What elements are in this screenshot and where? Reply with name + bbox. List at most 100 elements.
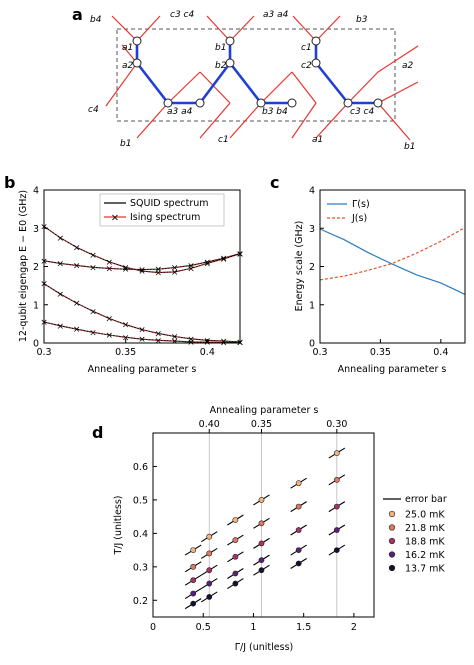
plot-frame-c xyxy=(319,189,466,344)
data-point xyxy=(333,503,340,510)
data-point xyxy=(258,520,265,527)
ising-marker: × xyxy=(220,337,228,347)
label-a2: a2 xyxy=(122,61,134,71)
gamma-line xyxy=(319,228,466,295)
data-point xyxy=(232,570,239,577)
legend-gamma: Γ(s) xyxy=(352,199,370,210)
data-point xyxy=(190,600,197,607)
legend-d: error bar 25.0 mK 21.8 mK 18.8 mK 16.2 mK 13… xyxy=(383,494,447,574)
data-point xyxy=(206,594,213,600)
ising-marker: × xyxy=(187,261,195,271)
ytick-label-d: 0.2 xyxy=(133,596,148,607)
coupler-lines xyxy=(105,15,419,141)
ytick-label-c: 1 xyxy=(309,300,315,311)
top-xtick-label-d: 0.30 xyxy=(326,419,347,430)
node-c4 xyxy=(373,98,383,108)
xtick-label-b: 0.3 xyxy=(36,347,51,358)
ising-line-4 xyxy=(43,225,241,274)
ising-marker: × xyxy=(155,336,163,346)
ytick-label-c: 2 xyxy=(309,262,315,273)
chart-energy-scale: 0.3 0.35 0.4 0 1 2 3 4 Annealing parameter s En… xyxy=(294,186,466,375)
ytick-label-b: 4 xyxy=(33,186,39,197)
chain-lines xyxy=(135,41,378,105)
legend-temp-2: 18.8 mK xyxy=(405,536,445,547)
xtick-label-d: 1 xyxy=(250,622,256,633)
node-a3 xyxy=(163,98,173,108)
data-point xyxy=(206,567,213,574)
ising-marker: × xyxy=(171,332,179,342)
legend-marker-2 xyxy=(388,537,396,545)
label-a3a4: a3 a4 xyxy=(167,107,193,117)
ising-marker: × xyxy=(73,261,81,271)
ytick-label-c: 3 xyxy=(309,224,315,235)
ising-marker: × xyxy=(138,267,146,277)
ising-marker: × xyxy=(106,315,114,325)
ytick-label-d: 0.6 xyxy=(133,462,148,473)
legend-j: J(s) xyxy=(351,213,367,224)
data-point xyxy=(190,547,197,553)
edge-label-a1: a1 xyxy=(312,135,323,145)
ising-line-3 xyxy=(43,253,241,271)
ytick-label-d: 0.3 xyxy=(133,562,148,573)
xtick-label-b: 0.4 xyxy=(200,347,215,358)
data-point xyxy=(232,517,239,523)
ising-marker: × xyxy=(155,265,163,275)
xlabel-b: Annealing parameter s xyxy=(88,364,197,375)
ising-line-1 xyxy=(43,321,240,344)
legend-marker-1 xyxy=(388,524,396,531)
edge-label-b4: b4 xyxy=(90,15,102,25)
panel-label-c: c xyxy=(270,173,279,192)
label-b1: b1 xyxy=(215,43,226,53)
node-b4 xyxy=(287,98,297,108)
ising-marker: × xyxy=(187,264,195,274)
node-c2 xyxy=(311,58,321,68)
ytick-label-b: 1 xyxy=(33,300,39,311)
ytick-label-b: 2 xyxy=(33,262,39,273)
ising-marker: × xyxy=(138,326,146,336)
edge-label-b3: b3 xyxy=(356,15,368,25)
edge-label-c3c4: c3 c4 xyxy=(170,10,194,20)
data-point xyxy=(258,557,265,564)
label-b2: b2 xyxy=(215,61,227,71)
ising-marker: × xyxy=(171,264,179,274)
edge-label-a2: a2 xyxy=(402,61,414,71)
ising-marker: × xyxy=(187,335,195,345)
xlabel-d: Γ/J (unitless) xyxy=(235,642,294,653)
edge-label-a3a4: a3 a4 xyxy=(263,10,289,20)
xtick-label-c: 0.4 xyxy=(433,347,448,358)
ising-marker: × xyxy=(106,331,114,341)
xtick-label-d: 1.5 xyxy=(296,622,311,633)
legend-temp-1: 21.8 mK xyxy=(405,523,445,534)
data-point xyxy=(333,527,340,533)
legend-marker-ising: × xyxy=(111,213,119,224)
xtick-label-c: 0.3 xyxy=(312,347,327,358)
data-point xyxy=(190,563,197,570)
legend-c: Γ(s) J(s) xyxy=(327,199,370,224)
legend-marker-0 xyxy=(388,510,396,518)
edge-label-c4: c4 xyxy=(88,105,99,115)
ising-marker: × xyxy=(73,243,81,253)
data-point xyxy=(206,580,213,587)
ising-marker: × xyxy=(73,325,81,335)
label-c3c4: c3 c4 xyxy=(350,107,374,117)
ytick-label-d: 0.4 xyxy=(133,529,148,540)
ytick-label-c: 0 xyxy=(309,339,315,350)
ising-marker: × xyxy=(122,333,130,343)
legend-error-bar: error bar xyxy=(405,494,447,505)
ising-marker: × xyxy=(236,339,244,349)
ising-marker: × xyxy=(89,328,97,338)
data-point xyxy=(232,537,239,543)
legend-temp-3: 16.2 mK xyxy=(405,550,445,561)
data-point xyxy=(190,577,197,584)
data-point xyxy=(333,547,340,553)
ising-marker: × xyxy=(57,259,65,269)
data-point xyxy=(206,533,213,540)
node-c1 xyxy=(311,36,321,46)
data-point xyxy=(295,547,302,553)
legend-temp-0: 25.0 mK xyxy=(405,509,445,520)
ising-marker: × xyxy=(89,307,97,317)
plot-frame-d xyxy=(152,432,375,618)
edge-label-b1-left: b1 xyxy=(120,139,131,149)
ising-marker: × xyxy=(57,322,65,332)
